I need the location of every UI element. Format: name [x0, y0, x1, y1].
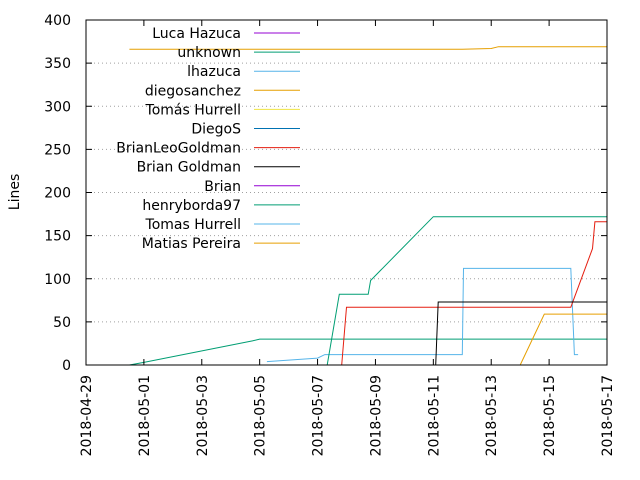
legend-label: BrianLeoGoldman: [116, 141, 241, 157]
legend-label: Tomas Hurrell: [145, 217, 241, 233]
y-tick-label: 0: [62, 358, 71, 374]
y-tick-label: 300: [44, 99, 71, 115]
x-tick-label: 2018-04-29: [79, 375, 95, 456]
x-tick-label: 2018-05-01: [137, 375, 153, 456]
y-tick-label: 150: [44, 229, 71, 245]
y-tick-label: 50: [53, 315, 71, 331]
x-tick-label: 2018-05-07: [311, 375, 327, 456]
y-tick-label: 100: [44, 272, 71, 288]
legend-label: Brian Goldman: [137, 160, 241, 176]
grid-lines: [86, 62, 607, 323]
x-tick-label: 2018-05-03: [195, 375, 211, 456]
series-line: [129, 46, 607, 50]
series-line: [266, 267, 579, 363]
series-line: [435, 301, 607, 366]
legend-label: DiegoS: [191, 122, 241, 138]
series-line: [341, 221, 607, 366]
y-tick-label: 250: [44, 142, 71, 158]
legend-label: Brian: [204, 179, 241, 195]
x-tick-label: 2018-05-17: [600, 375, 616, 456]
y-axis-ticks: 0 50 100 150 200 250 300 350 400: [44, 13, 607, 374]
series-line: [326, 216, 607, 366]
series-line: [129, 338, 607, 366]
legend-label: diegosanchez: [145, 83, 241, 99]
y-tick-label: 400: [44, 13, 71, 29]
y-tick-label: 350: [44, 56, 71, 72]
x-axis-ticks: 2018-04-29 2018-05-01 2018-05-03 2018-05-05…: [79, 20, 616, 456]
x-tick-label: 2018-05-15: [542, 375, 558, 456]
legend-label: unknown: [177, 45, 241, 61]
y-axis-label: Lines: [7, 174, 23, 210]
series-lines: [129, 46, 607, 366]
legend-label: Tomás Hurrell: [145, 102, 241, 118]
y-tick-label: 200: [44, 186, 71, 202]
legend-label: henryborda97: [142, 198, 241, 214]
series-line: [519, 313, 607, 366]
x-tick-label: 2018-05-09: [368, 375, 384, 456]
legend: Luca Hazuca unknown lhazuca diegosanchez Tom…: [116, 26, 300, 252]
legend-label: lhazuca: [187, 64, 241, 80]
legend-label: Luca Hazuca: [152, 26, 241, 42]
x-tick-label: 2018-05-11: [426, 375, 442, 456]
legend-label: Matias Pereira: [142, 236, 241, 252]
x-tick-label: 2018-05-05: [253, 375, 269, 456]
x-tick-label: 2018-05-13: [484, 375, 500, 456]
